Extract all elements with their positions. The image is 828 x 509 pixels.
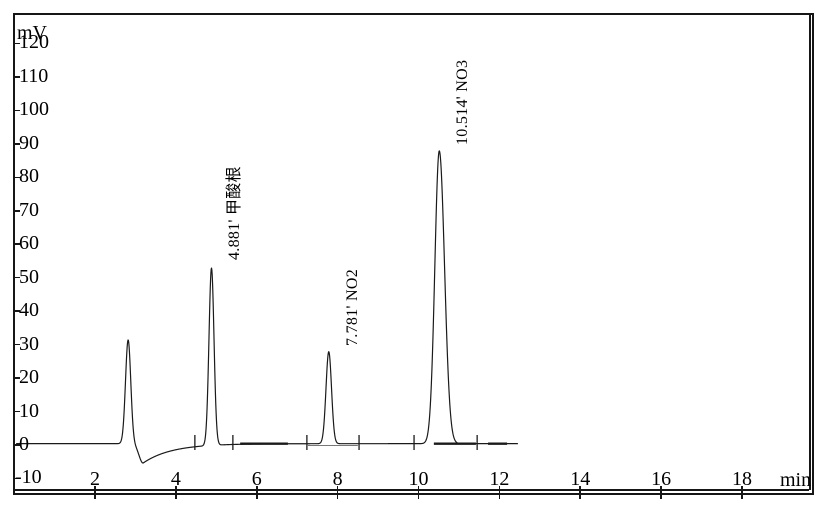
y-axis-tick-label: -10 (15, 466, 42, 489)
y-axis-tick-label: 110 (19, 64, 49, 87)
x-axis-tick (579, 486, 582, 499)
y-axis-tick-label: 30 (19, 332, 39, 355)
y-axis-tick (15, 209, 20, 212)
frame-inner-right-line (809, 15, 811, 490)
y-axis-tick-label: 80 (19, 165, 39, 188)
x-axis-tick (741, 486, 743, 499)
y-axis-tick-label: 100 (19, 98, 49, 121)
x-axis-line (15, 489, 809, 491)
y-axis-tick (15, 176, 20, 179)
y-axis-tick-label: 40 (19, 299, 39, 322)
y-axis-tick (15, 276, 20, 279)
y-axis-tick-label: 70 (19, 198, 39, 221)
y-axis-tick (15, 243, 20, 246)
plot-frame (13, 13, 814, 495)
y-axis-tick (15, 310, 20, 312)
x-axis-tick-label: 16 (651, 468, 672, 490)
y-axis-tick-label: 50 (19, 265, 39, 288)
y-axis-tick-label: 10 (19, 399, 39, 422)
x-axis-tick (660, 486, 662, 499)
y-axis-tick (15, 343, 20, 346)
chromatogram-trace (15, 150, 519, 464)
x-axis-tick-label: 8 (332, 468, 343, 490)
x-axis-tick-label: 14 (570, 468, 591, 490)
peak-label: 10.514' NO3 (454, 59, 472, 145)
y-axis-tick-label: 0 (19, 433, 29, 455)
peak-label: 7.781' NO2 (343, 268, 361, 346)
x-axis-tick-label: 2 (89, 468, 100, 490)
y-axis-tick-label: 120 (19, 31, 49, 54)
x-axis-tick-label: 12 (489, 468, 510, 490)
y-axis-tick (15, 109, 20, 112)
y-axis-tick (15, 477, 20, 480)
x-axis-tick (175, 486, 177, 499)
x-axis-tick (498, 486, 501, 499)
y-axis-tick (15, 76, 20, 78)
x-axis-tick-label: 4 (170, 468, 181, 490)
y-axis-tick-label: 90 (19, 131, 39, 154)
y-axis-unit-label: mV (17, 22, 47, 44)
y-axis-tick-label: 20 (19, 366, 39, 389)
peak-label: 4.881' 甲酸根 (226, 166, 244, 261)
x-axis-tick-label: 10 (408, 468, 429, 490)
y-axis-tick (15, 444, 20, 446)
x-axis-tick-label: 18 (732, 468, 753, 490)
y-axis-tick-label: 60 (19, 232, 39, 255)
y-axis-tick (15, 377, 20, 379)
x-axis-tick (417, 486, 420, 499)
y-axis-tick (15, 410, 20, 413)
x-axis-tick (94, 486, 96, 499)
y-axis-tick (15, 42, 20, 45)
y-axis-tick (15, 143, 20, 145)
x-axis-tick (336, 486, 339, 499)
x-axis-tick (255, 486, 258, 499)
x-axis-tick-label: 6 (251, 468, 262, 490)
x-axis-unit-label: min (780, 469, 812, 491)
